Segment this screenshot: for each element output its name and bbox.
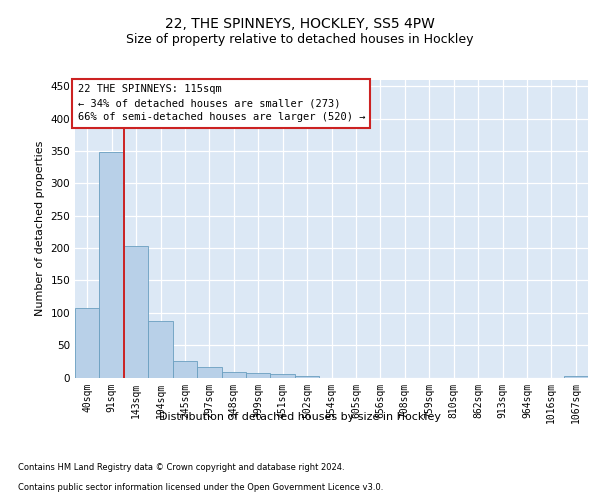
Text: Contains HM Land Registry data © Crown copyright and database right 2024.: Contains HM Land Registry data © Crown c…	[18, 464, 344, 472]
Y-axis label: Number of detached properties: Number of detached properties	[35, 141, 45, 316]
Text: 22, THE SPINNEYS, HOCKLEY, SS5 4PW: 22, THE SPINNEYS, HOCKLEY, SS5 4PW	[165, 18, 435, 32]
Text: Contains public sector information licensed under the Open Government Licence v3: Contains public sector information licen…	[18, 484, 383, 492]
Bar	[148, 320, 173, 378]
Bar	[563, 376, 588, 378]
Bar	[173, 362, 197, 378]
Bar	[124, 246, 148, 378]
Text: 22 THE SPINNEYS: 115sqm
← 34% of detached houses are smaller (273)
66% of semi-d: 22 THE SPINNEYS: 115sqm ← 34% of detache…	[77, 84, 365, 122]
Bar	[271, 374, 295, 378]
Bar	[246, 373, 271, 378]
Text: Distribution of detached houses by size in Hockley: Distribution of detached houses by size …	[159, 412, 441, 422]
Bar	[197, 367, 221, 378]
Text: Size of property relative to detached houses in Hockley: Size of property relative to detached ho…	[126, 32, 474, 46]
Bar	[100, 152, 124, 378]
Bar	[295, 376, 319, 378]
Bar	[221, 372, 246, 378]
Bar	[75, 308, 100, 378]
